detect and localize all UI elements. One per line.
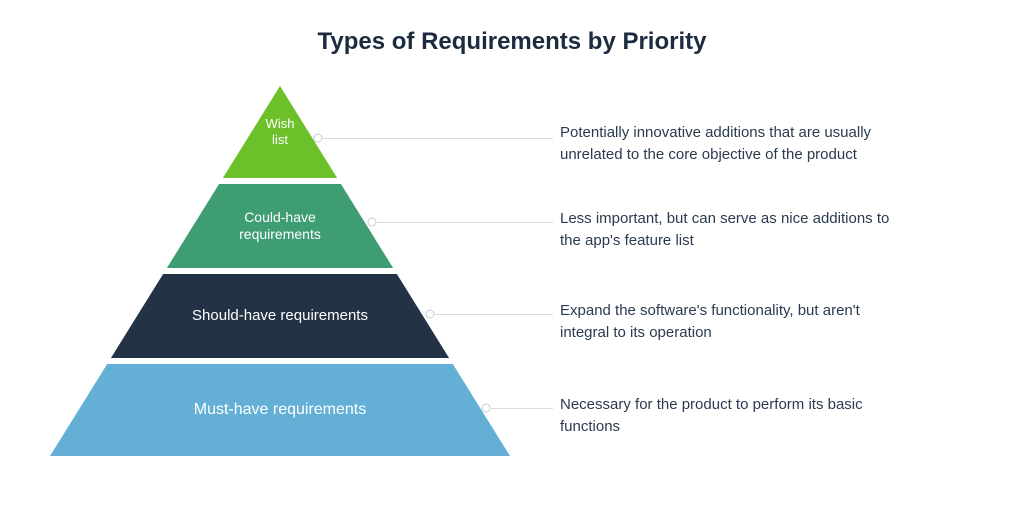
connector-line-wish-list xyxy=(323,138,553,139)
connector-line-could-have xyxy=(377,222,553,223)
description-must-have: Necessary for the product to perform its… xyxy=(560,394,900,438)
description-could-have: Less important, but can serve as nice ad… xyxy=(560,208,900,252)
connector-dot-could-have xyxy=(368,218,377,227)
connector-dot-should-have xyxy=(426,310,435,319)
pyramid-slice-must-have xyxy=(50,364,510,456)
connector-dot-must-have xyxy=(482,404,491,413)
description-should-have: Expand the software's functionality, but… xyxy=(560,300,900,344)
diagram-stage: WishlistPotentially innovative additions… xyxy=(0,0,1024,512)
pyramid-slice-could-have xyxy=(167,184,393,268)
pyramid-slice-should-have xyxy=(111,274,449,358)
description-wish-list: Potentially innovative additions that ar… xyxy=(560,122,900,166)
connector-line-must-have xyxy=(491,408,553,409)
pyramid-slice-wish-list xyxy=(223,86,337,178)
connector-dot-wish-list xyxy=(314,134,323,143)
connector-line-should-have xyxy=(435,314,553,315)
